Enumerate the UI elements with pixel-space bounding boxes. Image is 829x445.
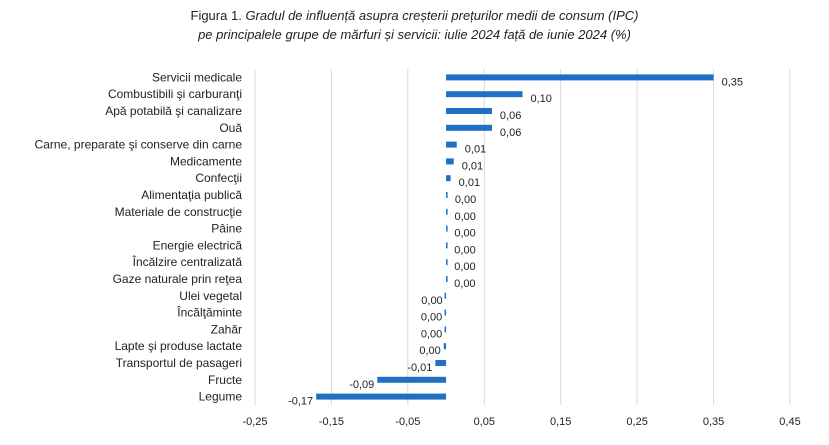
chart-subtitle: pe principalele grupe de mărfuri și serv… [198,27,631,42]
chart-title-block: Figura 1. Gradul de influență asupra cre… [0,6,829,44]
bar [446,158,454,165]
bar [446,91,523,98]
gridlines [254,69,791,405]
bar [446,242,448,249]
value-label: 0,06 [500,127,521,139]
bar [444,326,447,333]
category-label: Ouă [219,121,242,135]
x-tick-label: 0,05 [474,416,495,428]
category-label: Combustibili şi carburanţi [108,87,242,101]
chart-title: Gradul de influență asupra creșterii pre… [245,8,639,23]
value-label: 0,00 [419,345,440,357]
value-label: 0,35 [722,76,743,88]
value-labels: 0,35 0,10 0,06 0,06 0,01 0,01 0,01 0,00 0,00 0,00… [288,76,743,407]
category-label: Materiale de construcţie [115,205,243,219]
category-label: Gaze naturale prin reţea [113,272,243,286]
x-tick-label: 0,35 [703,416,724,428]
category-labels: Servicii medicale Combustibili şi carbura… [35,70,243,403]
category-label: Energie electrică [153,238,243,252]
category-label: Alimentaţia publică [141,188,242,202]
bar [435,360,447,366]
x-tick-label: -0,05 [395,416,420,428]
bar [316,393,447,400]
x-tick-label: 0,45 [779,416,800,428]
category-label: Servicii medicale [152,70,242,84]
x-tick-label: -0,15 [319,416,344,428]
x-tick-label: 0,15 [550,416,571,428]
x-tick-label: -0,25 [242,416,267,428]
bar [446,225,448,232]
bar [443,343,447,350]
category-label: Lapte şi produse lactate [115,339,243,353]
value-label: 0,01 [465,144,486,156]
value-label: 0,01 [459,177,480,189]
bar [446,259,448,266]
value-label: 0,00 [455,194,476,206]
bar [446,124,492,131]
category-label: Legume [199,390,243,404]
value-label: 0,00 [454,244,475,256]
x-axis-ticks: -0,25 -0,15 -0,05 0,05 0,15 0,25 0,35 0,45 [242,416,800,428]
category-label: Ulei vegetal [179,289,242,303]
category-label: Zahăr [211,322,242,336]
value-label: 0,00 [454,228,475,240]
bar [446,141,457,148]
value-label: 0,00 [454,261,475,273]
bar [377,376,447,383]
value-label: 0,10 [531,93,552,105]
category-label: Încălzire centralizată [132,254,243,269]
bar [446,276,448,282]
category-label: Confecţii [195,171,242,185]
value-label: -0,01 [407,362,432,374]
value-label: 0,06 [500,110,521,122]
value-label: 0,00 [421,312,442,324]
category-label: Fructe [208,373,242,387]
category-label: Medicamente [170,154,242,168]
chart-title-prefix: Figura 1. [190,8,242,23]
value-label: 0,00 [421,295,442,307]
bar [446,192,448,198]
bar [446,108,492,114]
value-label: -0,09 [349,379,374,391]
value-label: 0,01 [462,160,483,172]
bar [444,292,447,299]
category-label: Apă potabilă şi canalizare [105,104,242,118]
bar [446,175,451,182]
value-label: -0,17 [288,396,313,408]
category-label: Pâine [211,222,242,236]
category-label: Transportul de pasageri [116,356,242,370]
bar [446,208,448,215]
bars [316,74,714,400]
value-label: 0,00 [454,278,475,290]
value-label: 0,00 [421,328,442,340]
value-label: 0,00 [454,211,475,223]
category-label: Carne, preparate şi conserve din carne [35,138,243,152]
category-label: Încălţăminte [176,305,242,320]
bar [444,309,447,316]
x-tick-label: 0,25 [626,416,647,428]
bar [446,74,714,81]
